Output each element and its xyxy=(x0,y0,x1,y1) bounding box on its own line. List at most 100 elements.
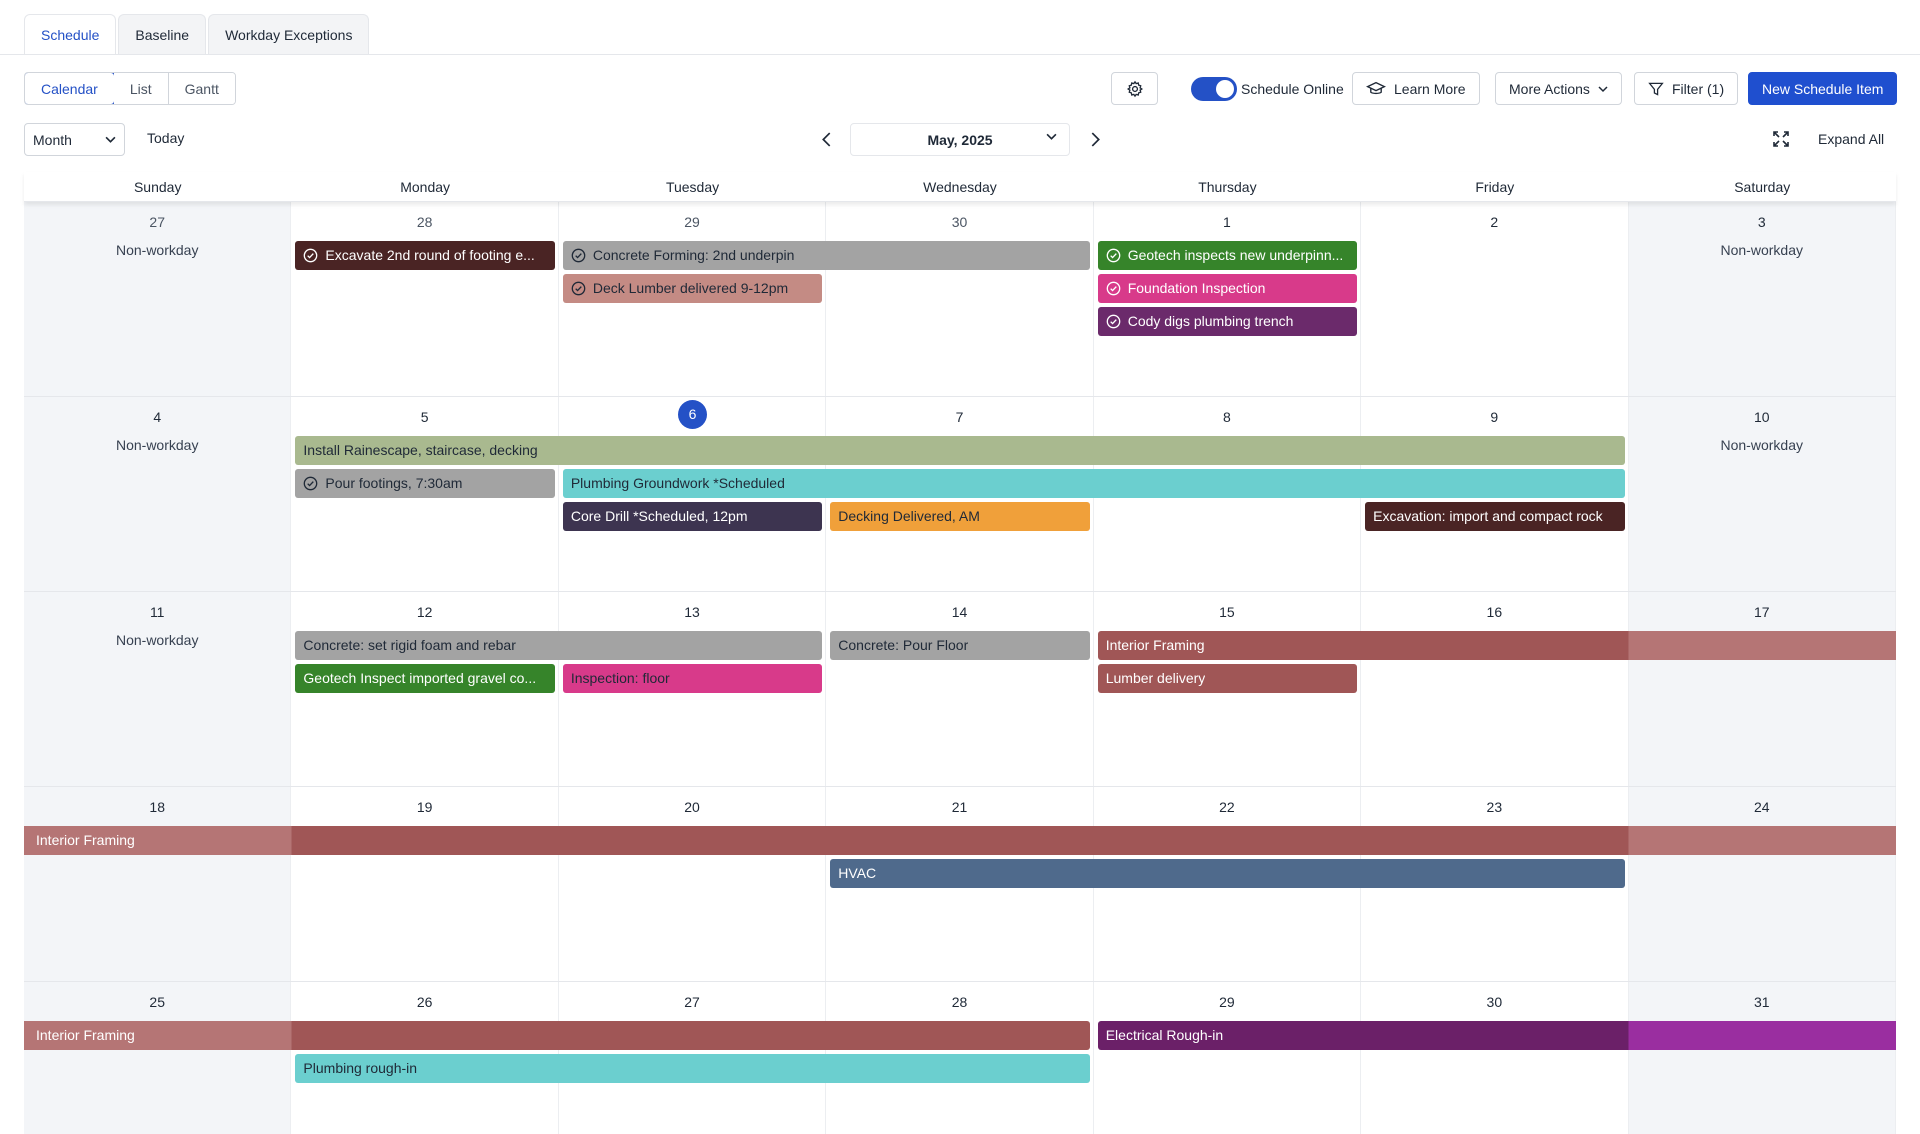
check-circle-icon xyxy=(304,476,318,491)
schedule-item-title: Excavation: import and compact rock xyxy=(1373,508,1603,524)
calendar-day[interactable]: 9 xyxy=(1361,397,1629,591)
schedule-item-title: Electrical Rough-in xyxy=(1105,1027,1224,1043)
schedule-item-title: Install Rainescape, staircase, decking xyxy=(303,442,538,458)
schedule-item[interactable]: Excavate 2nd round of footing e... xyxy=(295,241,555,270)
more-actions-button[interactable]: More Actions xyxy=(1495,72,1622,105)
schedule-item[interactable]: Concrete Forming: 2nd underpin xyxy=(562,241,1090,270)
calendar-day[interactable]: 24 xyxy=(1628,787,1896,981)
date-number: 31 xyxy=(1753,994,1770,1010)
calendar-day[interactable]: 29 xyxy=(559,202,827,396)
schedule-item[interactable]: Interior Framing xyxy=(24,1021,1090,1050)
calendar-day[interactable]: 5 xyxy=(291,397,559,591)
view-gantt-button[interactable]: Gantt xyxy=(168,73,235,104)
non-workday-label: Non-workday xyxy=(1720,437,1803,453)
calendar-day[interactable]: 14 xyxy=(826,592,1094,786)
check-circle-icon xyxy=(571,248,586,263)
calendar-day[interactable]: 4 Non-workday xyxy=(24,397,292,591)
schedule-item[interactable]: Deck Lumber delivered 9-12pm xyxy=(562,274,823,303)
date-number: 9 xyxy=(1490,409,1499,425)
calendar-day[interactable]: 12 xyxy=(291,592,559,786)
calendar-day[interactable]: 31 xyxy=(1628,982,1896,1134)
schedule-item[interactable]: Excavation: import and compact rock xyxy=(1365,502,1625,531)
calendar-day[interactable]: 29 xyxy=(1094,982,1362,1134)
previous-month-button[interactable] xyxy=(816,128,836,150)
expand-icon[interactable] xyxy=(1772,130,1790,148)
schedule-online-toggle[interactable] xyxy=(1191,76,1237,101)
calendar-day[interactable]: 11 Non-workday xyxy=(24,592,292,786)
calendar-day[interactable]: 1 xyxy=(1094,202,1362,396)
schedule-item[interactable]: Inspection: floor xyxy=(562,664,823,693)
schedule-item[interactable]: Geotech Inspect imported gravel co... xyxy=(295,664,555,693)
today-button[interactable]: Today xyxy=(147,130,185,146)
date-number: 1 xyxy=(1223,214,1231,230)
schedule-item[interactable]: HVAC xyxy=(830,859,1625,888)
calendar-day[interactable]: 30 xyxy=(826,202,1094,396)
schedule-item-title: Interior Framing xyxy=(1105,637,1205,653)
chevron-down-icon xyxy=(1046,133,1057,140)
date-number: 13 xyxy=(684,604,700,620)
schedule-item[interactable]: Plumbing rough-in xyxy=(295,1054,1090,1083)
schedule-item-title: HVAC xyxy=(838,865,877,881)
expand-all-button[interactable]: Expand All xyxy=(1818,131,1885,147)
learn-more-button[interactable]: Learn More xyxy=(1352,72,1480,105)
calendar-day[interactable]: 17 xyxy=(1628,592,1896,786)
calendar-day[interactable]: 27 Non-workday xyxy=(24,202,292,396)
calendar-day[interactable]: 2 xyxy=(1361,202,1629,396)
new-schedule-item-button[interactable]: New Schedule Item xyxy=(1748,72,1898,105)
schedule-item-title: Geotech Inspect imported gravel co... xyxy=(303,670,537,686)
learn-more-label: Learn More xyxy=(1394,80,1466,97)
view-calendar-button[interactable]: Calendar xyxy=(24,73,115,104)
calendar-day[interactable]: 23 xyxy=(1361,787,1629,981)
schedule-item-title: Concrete: set rigid foam and rebar xyxy=(303,637,516,653)
calendar-day[interactable]: 25 xyxy=(24,982,292,1134)
view-list-button[interactable]: List xyxy=(113,73,169,104)
date-number: 17 xyxy=(1753,604,1770,620)
schedule-item[interactable]: Interior Framing xyxy=(24,826,1896,855)
schedule-item[interactable]: Decking Delivered, AM xyxy=(830,502,1090,531)
calendar-day[interactable]: 16 xyxy=(1361,592,1629,786)
calendar-day[interactable]: 20 xyxy=(559,787,827,981)
settings-button[interactable] xyxy=(1111,72,1158,105)
schedule-item[interactable]: Lumber delivery xyxy=(1097,664,1358,693)
calendar-day[interactable]: 13 xyxy=(559,592,827,786)
schedule-item[interactable]: Electrical Rough-in xyxy=(1097,1021,1896,1050)
range-select[interactable]: Month xyxy=(24,123,125,156)
calendar-day[interactable]: 28 xyxy=(826,982,1094,1134)
date-number: 2 xyxy=(1490,214,1499,230)
date-number: 12 xyxy=(416,604,433,620)
schedule-item[interactable]: Install Rainescape, staircase, decking xyxy=(295,436,1625,465)
schedule-item[interactable]: Pour footings, 7:30am xyxy=(295,469,555,498)
calendar-day[interactable]: 10 Non-workday xyxy=(1628,397,1896,591)
schedule-item-title: Deck Lumber delivered 9-12pm xyxy=(592,280,789,296)
month-picker[interactable]: May, 2025 xyxy=(850,123,1070,156)
weekday-tuesday: Tuesday xyxy=(665,179,720,195)
weekday-sunday: Sunday xyxy=(133,179,182,195)
more-actions-label: More Actions xyxy=(1509,80,1590,97)
calendar-day[interactable]: 15 xyxy=(1094,592,1362,786)
schedule-item[interactable]: Cody digs plumbing trench xyxy=(1097,307,1358,336)
schedule-item[interactable]: Interior Framing xyxy=(1097,631,1896,660)
calendar-day[interactable]: 28 xyxy=(291,202,559,396)
check-circle-icon xyxy=(1106,281,1121,296)
schedule-item-title: Foundation Inspection xyxy=(1127,280,1266,296)
schedule-item[interactable]: Concrete: Pour Floor xyxy=(830,631,1090,660)
schedule-item[interactable]: Concrete: set rigid foam and rebar xyxy=(295,631,823,660)
schedule-item[interactable]: Foundation Inspection xyxy=(1097,274,1358,303)
schedule-item-title: Excavate 2nd round of footing e... xyxy=(325,247,535,263)
schedule-item[interactable]: Plumbing Groundwork *Scheduled xyxy=(562,469,1625,498)
calendar-day[interactable]: 3 Non-workday xyxy=(1628,202,1896,396)
calendar-day[interactable]: 18 xyxy=(24,787,292,981)
next-month-button[interactable] xyxy=(1085,128,1105,150)
date-number: 5 xyxy=(420,409,429,425)
filter-button[interactable]: Filter (1) xyxy=(1634,72,1739,105)
schedule-item[interactable]: Core Drill *Scheduled, 12pm xyxy=(562,502,823,531)
schedule-item[interactable]: Geotech inspects new underpinn... xyxy=(1097,241,1358,270)
tab-schedule[interactable]: Schedule xyxy=(24,14,117,55)
tab-baseline[interactable]: Baseline xyxy=(118,14,207,55)
calendar-day[interactable]: 19 xyxy=(291,787,559,981)
today-date-number: 6 xyxy=(678,400,708,429)
calendar-day[interactable]: 30 xyxy=(1361,982,1629,1134)
gear-icon xyxy=(1126,80,1143,97)
non-workday-label: Non-workday xyxy=(115,632,199,648)
tab-workday-exceptions[interactable]: Workday Exceptions xyxy=(208,14,370,55)
